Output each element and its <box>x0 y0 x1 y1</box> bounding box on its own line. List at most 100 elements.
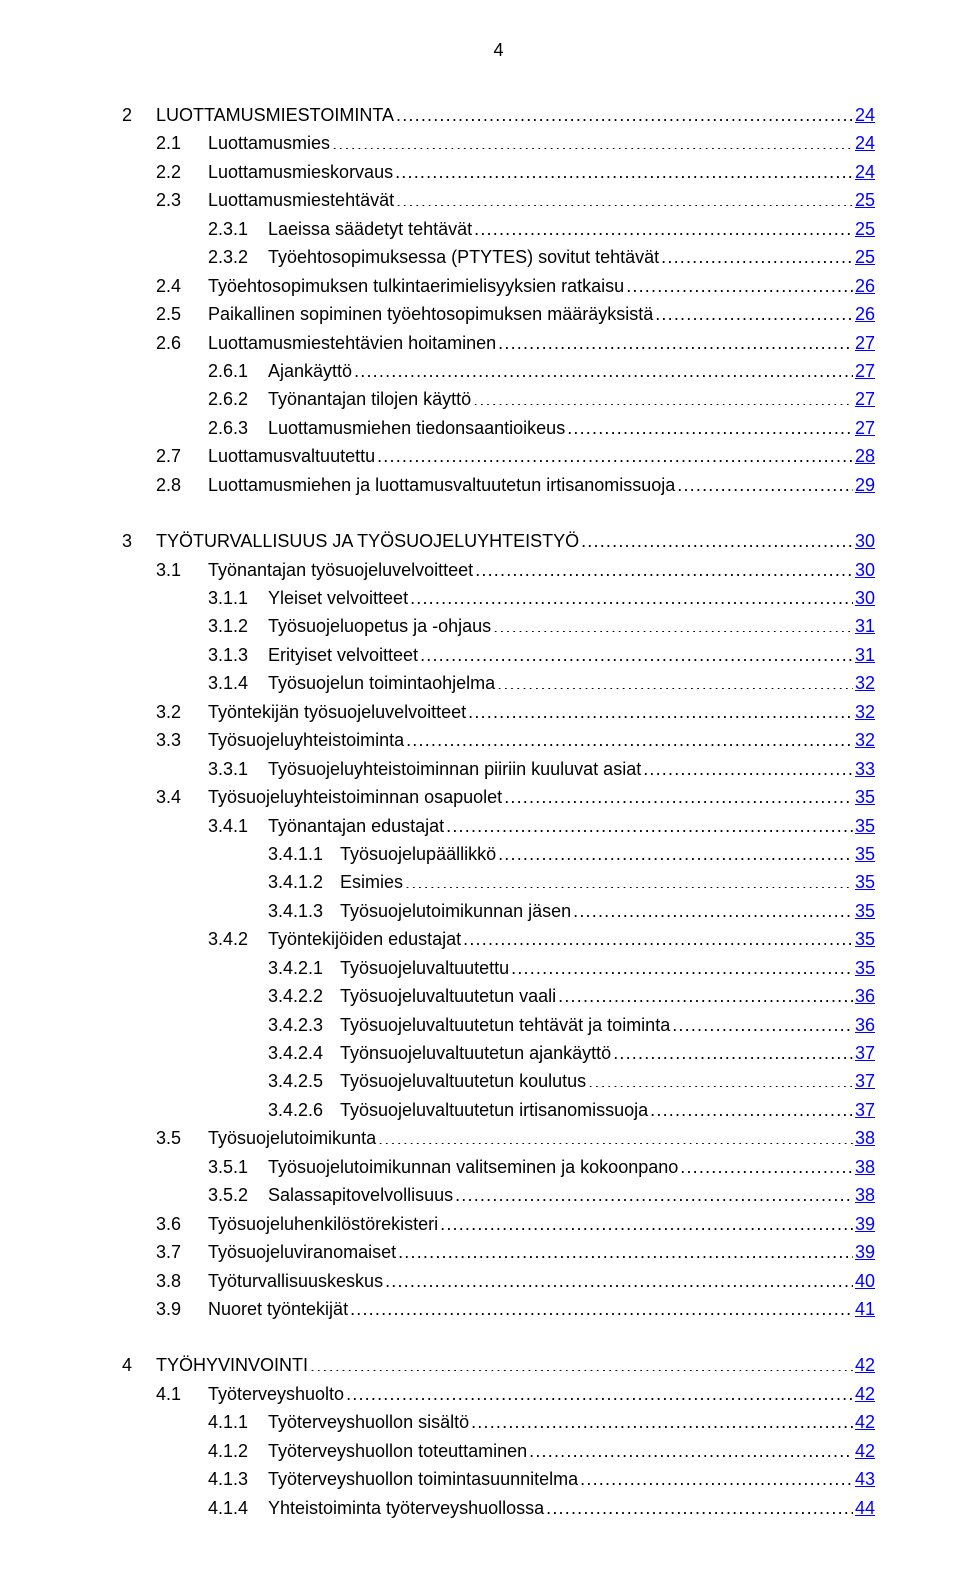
toc-entry-number: 3.4.2.4 <box>268 1039 340 1067</box>
toc-page-link[interactable]: 40 <box>855 1267 875 1295</box>
toc-entry-number: 2.5 <box>156 300 208 328</box>
toc-entry: 3.4.1.1Työsuojelupäällikkö35 <box>268 840 875 868</box>
toc-page-link[interactable]: 38 <box>855 1153 875 1181</box>
toc-entry-number: 3.4.1 <box>208 812 268 840</box>
toc-leader-dots <box>613 1039 853 1059</box>
toc-page-link[interactable]: 33 <box>855 755 875 783</box>
toc-page-link[interactable]: 36 <box>855 1011 875 1039</box>
toc-page-link[interactable]: 31 <box>855 641 875 669</box>
toc-entry-title: Työsuojelutoimikunnan jäsen <box>340 897 571 925</box>
toc-page-link[interactable]: 28 <box>855 442 875 470</box>
toc-chapter: 2LUOTTAMUSMIESTOIMINTA242.1Luottamusmies… <box>122 101 875 499</box>
toc-page-link[interactable]: 31 <box>855 612 875 640</box>
toc-entry: 2.8Luottamusmiehen ja luottamusvaltuutet… <box>156 471 875 499</box>
toc-page-link[interactable]: 32 <box>855 669 875 697</box>
toc-entry: 3.3Työsuojeluyhteistoiminta32 <box>156 726 875 754</box>
toc-entry-title: Luottamusmiehen ja luottamusvaltuutetun … <box>208 471 675 499</box>
toc-page-link[interactable]: 30 <box>855 527 875 555</box>
toc-entry: 3.3.1Työsuojeluyhteistoiminnan piiriin k… <box>208 755 875 783</box>
toc-entry-title: Esimies <box>340 868 403 896</box>
toc-entry-title: Työntekijän työsuojeluvelvoitteet <box>208 698 466 726</box>
toc-page-link[interactable]: 30 <box>855 584 875 612</box>
toc-leader-dots <box>650 1096 853 1116</box>
toc-leader-dots <box>643 755 853 775</box>
toc-leader-dots <box>573 897 853 917</box>
toc-page-link[interactable]: 35 <box>855 897 875 925</box>
toc-entry-title: Luottamusmiehen tiedonsaantioikeus <box>268 414 565 442</box>
toc-entry: 3.1Työnantajan työsuojeluvelvoitteet30 <box>156 556 875 584</box>
toc-page-link[interactable]: 27 <box>855 357 875 385</box>
toc-leader-dots <box>581 527 853 547</box>
toc-page-link[interactable]: 26 <box>855 300 875 328</box>
toc-page-link[interactable]: 37 <box>855 1039 875 1067</box>
toc-page-link[interactable]: 41 <box>855 1295 875 1323</box>
toc-page-link[interactable]: 43 <box>855 1465 875 1493</box>
toc-entry: 2.3.2Työehtosopimuksessa (PTYTES) sovitu… <box>208 243 875 271</box>
toc-entry-title: TYÖTURVALLISUUS JA TYÖSUOJELUYHTEISTYÖ <box>156 527 579 555</box>
toc-page-link[interactable]: 42 <box>855 1408 875 1436</box>
toc-page-link[interactable]: 42 <box>855 1351 875 1379</box>
toc-page-link[interactable]: 42 <box>855 1437 875 1465</box>
toc-entry: 3.5Työsuojelutoimikunta38 <box>156 1124 875 1152</box>
toc-leader-dots <box>396 187 853 207</box>
toc-page-link[interactable]: 37 <box>855 1096 875 1124</box>
toc-page-link[interactable]: 36 <box>855 982 875 1010</box>
toc-entry: 3.6Työsuojeluhenkilöstörekisteri39 <box>156 1210 875 1238</box>
toc-page-link[interactable]: 29 <box>855 471 875 499</box>
toc-page-link[interactable]: 27 <box>855 385 875 413</box>
toc-page-link[interactable]: 35 <box>855 925 875 953</box>
toc-entry-number: 3 <box>122 527 156 555</box>
toc-entry-number: 2.6.1 <box>208 357 268 385</box>
toc-page-link[interactable]: 38 <box>855 1181 875 1209</box>
toc-page-link[interactable]: 35 <box>855 812 875 840</box>
toc-page-link[interactable]: 24 <box>855 129 875 157</box>
toc-page-link[interactable]: 35 <box>855 868 875 896</box>
toc-leader-dots <box>455 1181 853 1201</box>
toc-page-link[interactable]: 25 <box>855 186 875 214</box>
toc-page-link[interactable]: 39 <box>855 1210 875 1238</box>
toc-leader-dots <box>497 670 853 690</box>
toc-page-link[interactable]: 35 <box>855 840 875 868</box>
toc-page-link[interactable]: 35 <box>855 783 875 811</box>
toc-entry-number: 4.1 <box>156 1380 208 1408</box>
toc-page-link[interactable]: 25 <box>855 243 875 271</box>
toc-page-link[interactable]: 27 <box>855 329 875 357</box>
toc-entry-number: 3.4.1.1 <box>268 840 340 868</box>
toc-entry-title: Työehtosopimuksessa (PTYTES) sovitut teh… <box>268 243 659 271</box>
toc-page-link[interactable]: 32 <box>855 698 875 726</box>
toc-page-link[interactable]: 32 <box>855 726 875 754</box>
toc-entry-number: 3.2 <box>156 698 208 726</box>
toc-page-link[interactable]: 25 <box>855 215 875 243</box>
toc-entry-number: 3.5 <box>156 1124 208 1152</box>
toc-page-link[interactable]: 44 <box>855 1494 875 1522</box>
toc-page-link[interactable]: 26 <box>855 272 875 300</box>
toc-leader-dots <box>529 1437 853 1457</box>
toc-entry: 3.1.2Työsuojeluopetus ja -ohjaus31 <box>208 612 875 640</box>
toc-entry-title: Työntekijöiden edustajat <box>268 925 461 953</box>
toc-entry-title: Työturvallisuuskeskus <box>208 1267 383 1295</box>
toc-page-link[interactable]: 38 <box>855 1124 875 1152</box>
toc-entry-number: 3.3.1 <box>208 755 268 783</box>
toc-leader-dots <box>626 272 853 292</box>
toc-entry-number: 3.4.2.3 <box>268 1011 340 1039</box>
toc-entry-title: Nuoret työntekijät <box>208 1295 348 1323</box>
toc-entry: 3.5.2Salassapitovelvollisuus38 <box>208 1181 875 1209</box>
toc-entry: 3.4Työsuojeluyhteistoiminnan osapuolet35 <box>156 783 875 811</box>
toc-leader-dots <box>468 698 853 718</box>
toc-entry: 2.3Luottamusmiestehtävät25 <box>156 186 875 214</box>
toc-leader-dots <box>395 158 853 178</box>
toc-leader-dots <box>420 641 853 661</box>
toc-page-link[interactable]: 37 <box>855 1067 875 1095</box>
toc-page-link[interactable]: 42 <box>855 1380 875 1408</box>
toc-page-link[interactable]: 27 <box>855 414 875 442</box>
toc-entry-title: Työehtosopimuksen tulkintaerimielisyyksi… <box>208 272 624 300</box>
toc-page-link[interactable]: 35 <box>855 954 875 982</box>
toc-entry-title: Erityiset velvoitteet <box>268 641 418 669</box>
toc-page-link[interactable]: 39 <box>855 1238 875 1266</box>
toc-page-link[interactable]: 30 <box>855 556 875 584</box>
toc-entry: 2.4Työehtosopimuksen tulkintaerimielisyy… <box>156 272 875 300</box>
toc-entry-number: 3.5.1 <box>208 1153 268 1181</box>
toc-page-link[interactable]: 24 <box>855 101 875 129</box>
toc-page-link[interactable]: 24 <box>855 158 875 186</box>
toc-leader-dots <box>406 726 853 746</box>
